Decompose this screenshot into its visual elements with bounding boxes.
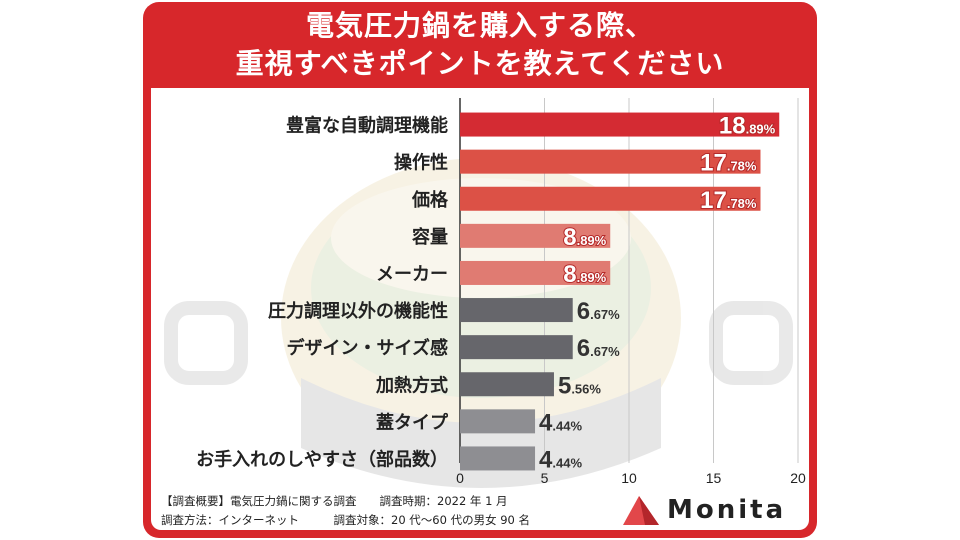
value-integer-part: 5 (558, 372, 571, 399)
value-integer-part: 6 (577, 335, 590, 362)
value-integer-part: 18 (719, 113, 746, 140)
value-decimal-part: .89% (746, 122, 776, 137)
x-tick-label: 20 (790, 470, 806, 486)
value-decimal-part: .56% (571, 381, 601, 396)
category-label: 加熱方式 (375, 374, 448, 396)
value-label: 8.89% (563, 261, 606, 288)
value-label: 4.44% (539, 409, 582, 436)
infographic-card: 電気圧力鍋を購入する際、 重視すべきポイントを教えてください 豊富な自動調理機能… (143, 2, 817, 538)
category-label: お手入れのしやすさ（部品数） (196, 448, 448, 470)
category-label: 圧力調理以外の機能性 (268, 300, 448, 322)
monita-logo: Monita (621, 493, 801, 527)
category-label: 豊富な自動調理機能 (286, 115, 448, 137)
value-label: 6.67% (577, 298, 620, 325)
value-label: 6.67% (577, 335, 620, 362)
survey-overview: 【調査概要】電気圧力鍋に関する調査 (161, 494, 357, 508)
bar (460, 112, 780, 137)
value-label: 17.78% (700, 187, 757, 214)
value-label: 5.56% (558, 372, 601, 399)
value-integer-part: 8 (563, 224, 576, 251)
value-decimal-part: .67% (590, 344, 620, 359)
value-integer-part: 6 (577, 298, 590, 325)
value-decimal-part: .44% (552, 418, 582, 433)
x-axis-ticks: 0 5 10 15 20 (456, 470, 806, 486)
survey-period: 調査時期：2022 年 1 月 (379, 494, 508, 508)
bar (460, 186, 761, 211)
survey-target: 調査対象：20 代〜60 代の男女 90 名 (333, 513, 531, 527)
x-tick-label: 10 (621, 470, 637, 486)
category-label: メーカー (376, 264, 448, 285)
x-tick-label: 5 (541, 470, 549, 486)
category-label: 価格 (411, 189, 449, 211)
value-integer-part: 4 (539, 446, 553, 473)
category-labels: 豊富な自動調理機能操作性価格容量メーカー圧力調理以外の機能性デザイン・サイズ感加… (196, 115, 449, 471)
category-label: 操作性 (394, 152, 448, 174)
bar (460, 335, 573, 360)
value-decimal-part: .44% (552, 455, 582, 470)
bar (460, 223, 611, 248)
bar (460, 372, 554, 397)
value-label: 18.89% (719, 113, 776, 140)
title-line-1: 電気圧力鍋を購入する際、 (305, 9, 654, 42)
value-label: 4.44% (539, 446, 582, 473)
value-integer-part: 17 (700, 150, 727, 177)
bar (460, 446, 536, 471)
title-line-2: 重視すべきポイントを教えてください (235, 47, 725, 80)
category-label: 蓋タイプ (376, 411, 449, 433)
value-decimal-part: .78% (727, 159, 757, 174)
value-label: 8.89% (563, 224, 606, 251)
value-labels: 18.89%17.78%17.78%8.89%8.89%6.67%6.67%5.… (539, 112, 777, 474)
value-decimal-part: .67% (590, 307, 620, 322)
value-decimal-part: .78% (727, 196, 757, 211)
x-tick-label: 0 (456, 470, 464, 486)
value-decimal-part: .89% (577, 233, 607, 248)
bar (460, 409, 536, 434)
bar (460, 298, 573, 323)
value-label: 17.78% (700, 150, 757, 177)
survey-footnote: 【調査概要】電気圧力鍋に関する調査 調査時期：2022 年 1 月 調査方法：イ… (161, 492, 601, 530)
x-tick-label: 15 (706, 470, 722, 486)
bar-chart: 豊富な自動調理機能操作性価格容量メーカー圧力調理以外の機能性デザイン・サイズ感加… (196, 98, 806, 486)
value-decimal-part: .89% (577, 270, 607, 285)
survey-method: 調査方法：インターネット (161, 513, 299, 527)
chart-title: 電気圧力鍋を購入する際、 重視すべきポイントを教えてください (143, 2, 817, 88)
category-label: 容量 (412, 226, 448, 248)
value-integer-part: 17 (700, 187, 727, 214)
value-integer-part: 8 (563, 261, 576, 288)
value-integer-part: 4 (539, 409, 553, 436)
bar (460, 260, 611, 285)
bars (460, 112, 780, 471)
logo-text: Monita (667, 495, 787, 525)
footnote-line-1: 【調査概要】電気圧力鍋に関する調査 調査時期：2022 年 1 月 (161, 492, 601, 511)
chart-panel: 豊富な自動調理機能操作性価格容量メーカー圧力調理以外の機能性デザイン・サイズ感加… (151, 88, 809, 530)
category-label: デザイン・サイズ感 (287, 337, 448, 359)
bar (460, 149, 761, 174)
footnote-line-2: 調査方法：インターネット 調査対象：20 代〜60 代の男女 90 名 (161, 511, 601, 530)
triangle-logo-icon (623, 496, 659, 525)
